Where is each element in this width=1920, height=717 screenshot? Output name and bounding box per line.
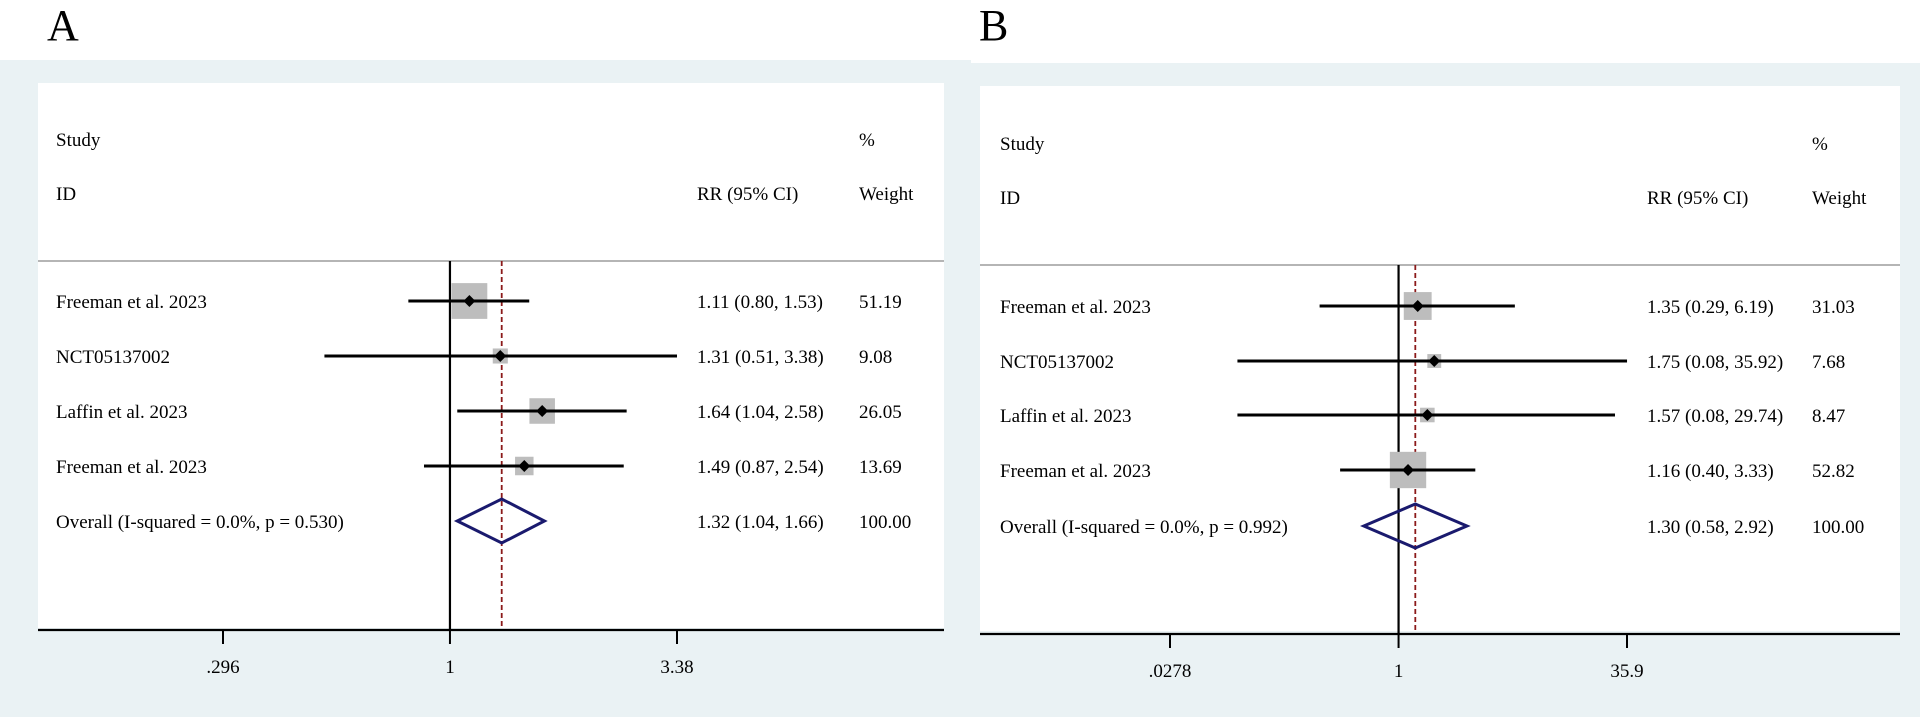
header-percent: % <box>859 130 875 151</box>
header-id: ID <box>56 184 76 205</box>
study-label: Laffin et al. 2023 <box>56 402 188 423</box>
study-label: Freeman et al. 2023 <box>1000 461 1151 482</box>
study-weight-text: 31.03 <box>1812 297 1855 318</box>
overall-diamond <box>453 497 548 545</box>
header-study: Study <box>1000 134 1045 155</box>
study-ci-text: 1.75 (0.08, 35.92) <box>1647 352 1783 373</box>
x-axis-tick-label: 1 <box>445 657 455 678</box>
panel-a-letter: A <box>47 1 79 50</box>
study-ci-text: 1.16 (0.40, 3.33) <box>1647 461 1774 482</box>
study-weight-text: 26.05 <box>859 402 902 423</box>
panel-b-letter: B <box>979 1 1009 50</box>
point-estimate-marker <box>536 405 549 417</box>
study-weight-text: 52.82 <box>1812 461 1855 482</box>
study-label: Laffin et al. 2023 <box>1000 406 1132 427</box>
study-ci-text: 1.49 (0.87, 2.54) <box>697 457 824 478</box>
study-weight-text: 8.47 <box>1812 406 1845 427</box>
point-estimate-marker <box>463 295 476 307</box>
overall-ci-text: 1.32 (1.04, 1.66) <box>697 512 824 533</box>
x-axis-tick-label: 35.9 <box>1610 661 1643 682</box>
study-label: Freeman et al. 2023 <box>56 457 207 478</box>
study-label: Freeman et al. 2023 <box>1000 297 1151 318</box>
overall-label: Overall (I-squared = 0.0%, p = 0.992) <box>1000 517 1288 538</box>
study-ci-text: 1.11 (0.80, 1.53) <box>697 292 823 313</box>
overall-diamond <box>1359 502 1471 550</box>
overall-weight-text: 100.00 <box>859 512 911 533</box>
overall-label: Overall (I-squared = 0.0%, p = 0.530) <box>56 512 344 533</box>
header-percent: % <box>1812 134 1828 155</box>
study-ci-text: 1.35 (0.29, 6.19) <box>1647 297 1774 318</box>
x-axis-tick-label: 1 <box>1394 661 1404 682</box>
study-weight-text: 51.19 <box>859 292 902 313</box>
overall-ci-text: 1.30 (0.58, 2.92) <box>1647 517 1774 538</box>
study-weight-text: 7.68 <box>1812 352 1845 373</box>
study-weight-text: 9.08 <box>859 347 892 368</box>
header-weight: Weight <box>1812 188 1867 209</box>
study-weight-text: 13.69 <box>859 457 902 478</box>
header-id: ID <box>1000 188 1020 209</box>
x-axis-tick-label: .296 <box>206 657 239 678</box>
header-weight: Weight <box>859 184 914 205</box>
x-axis-tick-label: 3.38 <box>660 657 693 678</box>
header-study: Study <box>56 130 101 151</box>
panel-a-frame <box>0 60 971 717</box>
study-ci-text: 1.57 (0.08, 29.74) <box>1647 406 1783 427</box>
point-estimate-marker <box>1421 409 1434 421</box>
header-effect: RR (95% CI) <box>697 184 798 205</box>
study-label: NCT05137002 <box>1000 352 1114 373</box>
point-estimate-marker <box>1402 464 1415 476</box>
overall-weight-text: 100.00 <box>1812 517 1864 538</box>
point-estimate-marker <box>1411 300 1424 312</box>
study-ci-text: 1.64 (1.04, 2.58) <box>697 402 824 423</box>
x-axis-tick-label: .0278 <box>1149 661 1192 682</box>
point-estimate-marker <box>494 350 507 362</box>
study-label: NCT05137002 <box>56 347 170 368</box>
study-ci-text: 1.31 (0.51, 3.38) <box>697 347 824 368</box>
header-effect: RR (95% CI) <box>1647 188 1748 209</box>
point-estimate-marker <box>1428 355 1441 367</box>
study-label: Freeman et al. 2023 <box>56 292 207 313</box>
point-estimate-marker <box>518 460 531 472</box>
